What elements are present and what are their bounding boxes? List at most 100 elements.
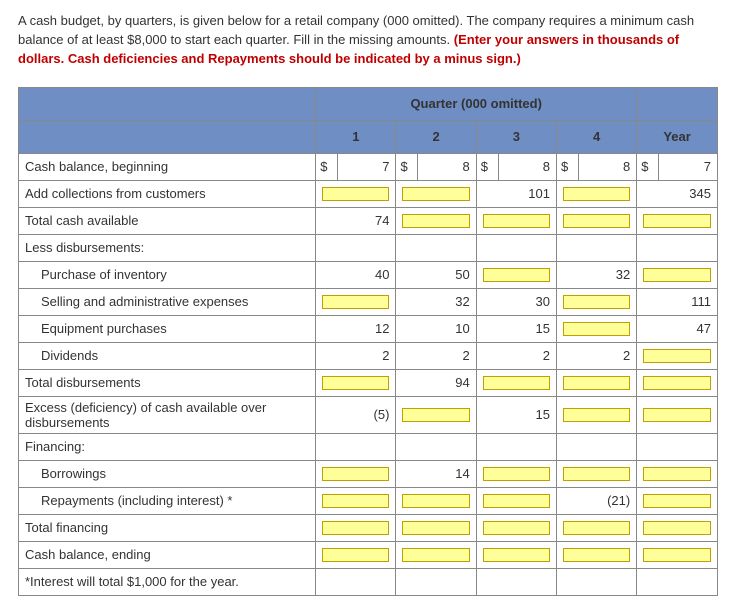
col-q3: 3 xyxy=(476,120,556,153)
fill-add-collections-q2[interactable] xyxy=(396,180,476,207)
row-excess: Excess (deficiency) of cash available ov… xyxy=(19,396,718,433)
fill-total-avail-q4[interactable] xyxy=(556,207,636,234)
val-excess-q1: (5) xyxy=(316,396,396,433)
row-borrowings: Borrowings 14 xyxy=(19,460,718,487)
fill-total-fin-q1[interactable] xyxy=(316,514,396,541)
row-add-collections: Add collections from customers 101 345 xyxy=(19,180,718,207)
fill-borrowings-q1[interactable] xyxy=(316,460,396,487)
label-footnote: *Interest will total $1,000 for the year… xyxy=(19,568,316,595)
val-equip-year: 47 xyxy=(637,315,718,342)
fill-total-fin-q4[interactable] xyxy=(556,514,636,541)
fill-borrowings-q4[interactable] xyxy=(556,460,636,487)
val-add-collections-q3: 101 xyxy=(476,180,556,207)
blank xyxy=(637,234,718,261)
fill-repayments-year[interactable] xyxy=(637,487,718,514)
row-dividends: Dividends 2 2 2 2 xyxy=(19,342,718,369)
fill-excess-q4[interactable] xyxy=(556,396,636,433)
fill-repayments-q2[interactable] xyxy=(396,487,476,514)
label-financing: Financing: xyxy=(19,433,316,460)
label-less-disb: Less disbursements: xyxy=(19,234,316,261)
val-equip-q1: 12 xyxy=(316,315,396,342)
label-total-avail: Total cash available xyxy=(19,207,316,234)
blank xyxy=(316,234,396,261)
blank xyxy=(316,568,396,595)
blank xyxy=(556,433,636,460)
fill-total-avail-q2[interactable] xyxy=(396,207,476,234)
blank-corner xyxy=(19,120,316,153)
blank xyxy=(396,568,476,595)
fill-total-disb-q3[interactable] xyxy=(476,369,556,396)
fill-cash-end-q3[interactable] xyxy=(476,541,556,568)
fill-repayments-q1[interactable] xyxy=(316,487,396,514)
fill-borrowings-year[interactable] xyxy=(637,460,718,487)
blank xyxy=(556,568,636,595)
val-dividends-q3: 2 xyxy=(476,342,556,369)
column-header-row: 1 2 3 4 Year xyxy=(19,120,718,153)
blank xyxy=(316,433,396,460)
fill-borrowings-q3[interactable] xyxy=(476,460,556,487)
val-cash-begin-year: 7 xyxy=(659,153,718,180)
label-borrowings: Borrowings xyxy=(19,460,316,487)
fill-cash-end-q4[interactable] xyxy=(556,541,636,568)
dollar-sign: $ xyxy=(396,153,418,180)
col-q4: 4 xyxy=(556,120,636,153)
val-dividends-q2: 2 xyxy=(396,342,476,369)
fill-total-disb-q4[interactable] xyxy=(556,369,636,396)
blank xyxy=(476,433,556,460)
col-q1: 1 xyxy=(316,120,396,153)
row-equip: Equipment purchases 12 10 15 47 xyxy=(19,315,718,342)
fill-dividends-year[interactable] xyxy=(637,342,718,369)
col-q2: 2 xyxy=(396,120,476,153)
label-total-disb: Total disbursements xyxy=(19,369,316,396)
fill-add-collections-q4[interactable] xyxy=(556,180,636,207)
blank xyxy=(637,568,718,595)
fill-excess-q2[interactable] xyxy=(396,396,476,433)
fill-equip-q4[interactable] xyxy=(556,315,636,342)
fill-cash-end-year[interactable] xyxy=(637,541,718,568)
blank-header xyxy=(19,87,316,120)
instructions: A cash budget, by quarters, is given bel… xyxy=(18,12,718,69)
row-cash-begin: Cash balance, beginning $ 7 $ 8 $ 8 $ 8 … xyxy=(19,153,718,180)
row-footnote: *Interest will total $1,000 for the year… xyxy=(19,568,718,595)
fill-total-fin-q2[interactable] xyxy=(396,514,476,541)
label-excess: Excess (deficiency) of cash available ov… xyxy=(19,396,316,433)
fill-total-disb-q1[interactable] xyxy=(316,369,396,396)
dollar-sign: $ xyxy=(316,153,338,180)
val-dividends-q1: 2 xyxy=(316,342,396,369)
fill-selling-admin-q1[interactable] xyxy=(316,288,396,315)
val-equip-q3: 15 xyxy=(476,315,556,342)
val-cash-begin-q2: 8 xyxy=(418,153,476,180)
blank xyxy=(396,234,476,261)
val-add-collections-year: 345 xyxy=(637,180,718,207)
fill-total-fin-year[interactable] xyxy=(637,514,718,541)
fill-excess-year[interactable] xyxy=(637,396,718,433)
fill-total-avail-q3[interactable] xyxy=(476,207,556,234)
row-financing: Financing: xyxy=(19,433,718,460)
fill-cash-end-q2[interactable] xyxy=(396,541,476,568)
blank xyxy=(396,433,476,460)
label-dividends: Dividends xyxy=(19,342,316,369)
val-selling-admin-q3: 30 xyxy=(476,288,556,315)
label-purchase-inv: Purchase of inventory xyxy=(19,261,316,288)
fill-total-avail-year[interactable] xyxy=(637,207,718,234)
val-repayments-q4: (21) xyxy=(556,487,636,514)
fill-total-disb-year[interactable] xyxy=(637,369,718,396)
fill-cash-end-q1[interactable] xyxy=(316,541,396,568)
val-cash-begin-q1: 7 xyxy=(338,153,396,180)
quarter-group-header: Quarter (000 omitted) xyxy=(316,87,637,120)
fill-purchase-inv-q3[interactable] xyxy=(476,261,556,288)
row-repayments: Repayments (including interest) * (21) xyxy=(19,487,718,514)
fill-selling-admin-q4[interactable] xyxy=(556,288,636,315)
fill-add-collections-q1[interactable] xyxy=(316,180,396,207)
dollar-sign: $ xyxy=(556,153,578,180)
val-dividends-q4: 2 xyxy=(556,342,636,369)
fill-purchase-inv-year[interactable] xyxy=(637,261,718,288)
blank-header-year xyxy=(637,87,718,120)
dollar-sign: $ xyxy=(637,153,659,180)
row-total-fin: Total financing xyxy=(19,514,718,541)
val-selling-admin-q2: 32 xyxy=(396,288,476,315)
fill-repayments-q3[interactable] xyxy=(476,487,556,514)
fill-total-fin-q3[interactable] xyxy=(476,514,556,541)
group-header-row: Quarter (000 omitted) xyxy=(19,87,718,120)
col-year: Year xyxy=(637,120,718,153)
